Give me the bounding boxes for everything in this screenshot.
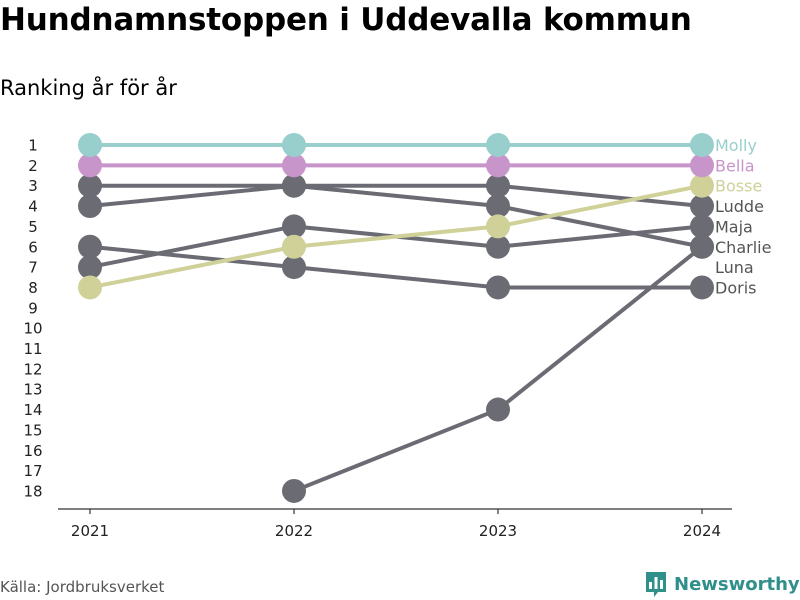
point-bosse-2023 [486,214,510,239]
series-bella [78,153,714,178]
series-bosse [78,173,714,300]
point-bella-2024 [690,153,714,178]
point-bella-2021 [78,153,102,178]
point-bosse-2024 [690,173,714,198]
y-tick-label-12: 12 [23,360,42,378]
bar-chart-logo-icon [646,572,666,597]
point-bella-2022 [282,153,306,178]
y-tick-label-11: 11 [23,340,42,358]
point-molly-2023 [486,133,510,157]
chart-subtitle: Ranking år för år [0,76,177,100]
y-tick-label-14: 14 [23,401,42,419]
point-doris-2022 [282,255,306,280]
y-tick-label-4: 4 [28,198,38,216]
series-line-ludde [88,183,704,209]
y-tick-label-1: 1 [28,137,38,155]
point-luna-2023 [486,194,510,219]
x-tick-label-2021: 2021 [71,522,109,540]
series-line-bosse [88,183,704,290]
y-tick-label-16: 16 [23,442,42,460]
point-charlie-2022 [282,478,306,503]
y-tick-label-18: 18 [23,482,42,500]
y-tick-label-7: 7 [28,259,38,277]
axis-layer: 2021 2022 2023 2024123456789101112131415161… [23,137,732,540]
series-molly [78,133,714,157]
point-molly-2024 [690,133,714,157]
series-label-ludde: Ludde [715,197,764,216]
series-label-molly: Molly [715,136,757,155]
x-tick-label-2024: 2024 [683,522,721,540]
point-molly-2021 [78,133,102,157]
series-label-maja: Maja [715,217,753,236]
y-tick-label-10: 10 [23,320,42,338]
chart-title: Hundnamnstoppen i Uddevalla kommun [0,2,692,38]
series-label-charlie: Charlie [715,238,771,257]
bump-chart: 2021 2022 2023 2024123456789101112131415161… [23,133,771,540]
x-tick-label-2023: 2023 [479,522,517,540]
point-molly-2022 [282,133,306,157]
point-bella-2023 [486,153,510,178]
line-layer [78,133,714,503]
point-luna-2021 [78,173,102,198]
series-label-doris: Doris [715,278,756,297]
series-ludde [78,173,714,219]
y-tick-label-15: 15 [23,421,42,439]
y-tick-label-3: 3 [28,177,38,195]
point-maja-2022 [282,214,306,239]
point-charlie-2023 [486,397,510,422]
series-label-bella: Bella [715,156,755,175]
source-note: Källa: Jordbruksverket [0,578,165,596]
y-tick-label-17: 17 [23,462,42,480]
point-maja-2023 [486,234,510,259]
series-label-bosse: Bosse [715,177,762,196]
point-ludde-2023 [486,173,510,198]
series-line-luna [88,183,704,249]
point-doris-2021 [78,234,102,259]
y-tick-label-5: 5 [28,218,38,236]
point-maja-2021 [78,255,102,280]
point-doris-2024 [690,275,714,300]
series-line-maja [88,224,704,270]
brand-name: Newsworthy [674,573,800,595]
brand-logo: Newsworthy [644,569,800,599]
point-ludde-2024 [690,194,714,219]
y-tick-label-13: 13 [23,381,42,399]
point-bosse-2022 [282,234,306,259]
series-label-luna: Luna [715,258,754,277]
point-doris-2023 [486,275,510,300]
y-tick-label-2: 2 [28,157,38,175]
y-tick-label-6: 6 [28,238,38,256]
series-doris [78,234,714,300]
series-line-doris [88,244,704,290]
y-tick-label-9: 9 [28,299,38,317]
point-luna-2024 [690,234,714,259]
series-charlie [282,234,714,503]
point-ludde-2022 [282,173,306,198]
x-tick-label-2022: 2022 [275,522,313,540]
point-maja-2024 [690,214,714,239]
point-ludde-2021 [78,194,102,219]
point-bosse-2021 [78,275,102,300]
y-tick-label-8: 8 [28,279,38,297]
